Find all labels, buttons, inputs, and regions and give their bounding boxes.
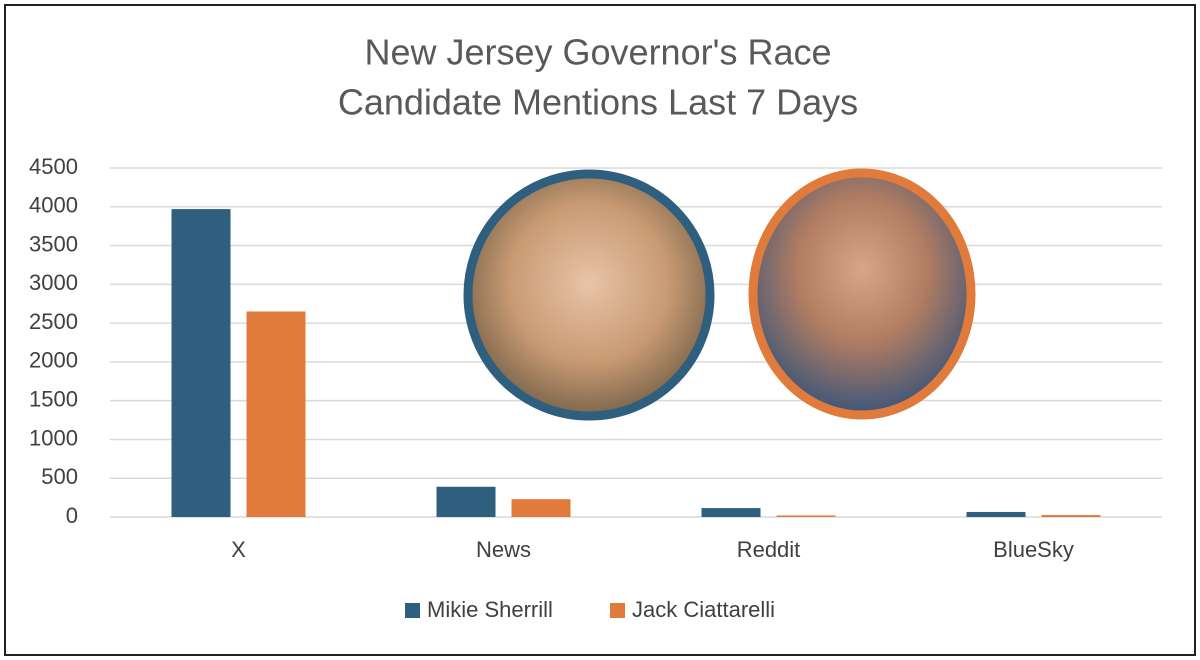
legend-swatch <box>405 603 420 618</box>
legend-label: Mikie Sherrill <box>427 597 553 622</box>
title: New Jersey Governor's Race Candidate Ment… <box>338 32 858 123</box>
chart-title: New Jersey Governor's Race <box>364 32 831 73</box>
bar <box>701 508 761 517</box>
y-tick-label: 500 <box>41 464 78 489</box>
y-tick-label: 4500 <box>29 154 78 179</box>
candidate-photo <box>463 169 715 421</box>
y-tick-label: 3500 <box>29 231 78 256</box>
y-tick-label: 0 <box>66 503 78 528</box>
x-tick-label: X <box>231 537 246 562</box>
x-tick-label: Reddit <box>737 537 801 562</box>
chart-title: Candidate Mentions Last 7 Days <box>338 82 858 123</box>
x-tick-label: BlueSky <box>993 537 1074 562</box>
y-tick-label: 4000 <box>29 193 78 218</box>
bar <box>436 486 496 517</box>
candidate-photo <box>748 168 976 420</box>
y-tick-label: 3000 <box>29 270 78 295</box>
legend-label: Jack Ciattarelli <box>632 597 775 622</box>
bar <box>246 311 306 517</box>
bar <box>776 515 836 517</box>
x-tick-label: News <box>476 537 531 562</box>
legend-swatch <box>610 603 625 618</box>
y-tick-label: 2500 <box>29 309 78 334</box>
y-tick-label: 2000 <box>29 348 78 373</box>
y-tick-label: 1000 <box>29 425 78 450</box>
bar <box>171 209 231 518</box>
bar <box>1041 515 1101 517</box>
bar <box>966 511 1026 517</box>
y-tick-label: 1500 <box>29 386 78 411</box>
bar <box>511 499 571 517</box>
